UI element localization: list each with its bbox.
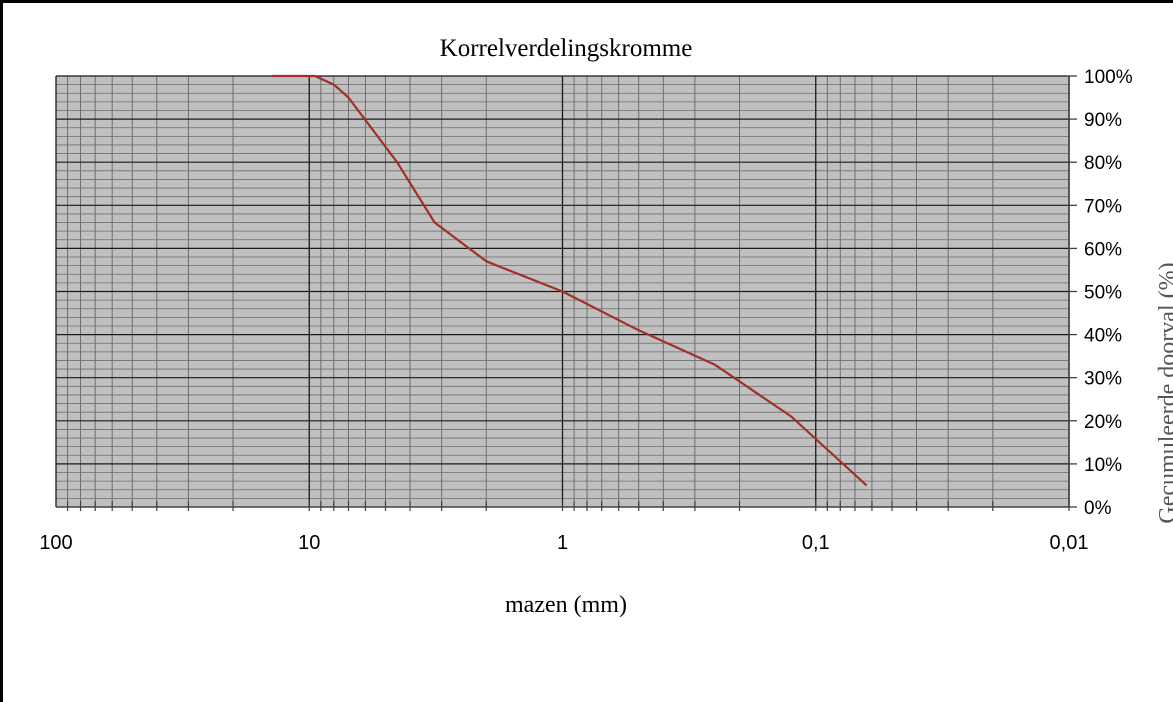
y-tick-label: 10% — [1084, 455, 1122, 476]
x-tick-label: 10 — [298, 532, 320, 554]
x-tick-label: 100 — [39, 532, 72, 554]
x-axis-label: mazen (mm) — [505, 592, 627, 618]
x-tick-label: 0,1 — [802, 532, 830, 554]
y-tick-label: 70% — [1084, 196, 1122, 217]
y-tick-label: 40% — [1084, 326, 1122, 347]
y-tick-label: 100% — [1084, 67, 1133, 88]
y-tick-label: 80% — [1084, 153, 1122, 174]
series-line — [272, 74, 868, 487]
y-axis-label: Gecumuleerde doorval (%) — [1155, 262, 1173, 523]
x-tick-label: 1 — [557, 532, 568, 554]
y-tick-label: 90% — [1084, 110, 1122, 131]
y-tick-label: 60% — [1084, 239, 1122, 260]
y-tick-label: 30% — [1084, 369, 1122, 390]
y-tick-label: 20% — [1084, 412, 1122, 433]
y-tick-label: 50% — [1084, 283, 1122, 304]
x-tick-label: 0,01 — [1050, 532, 1089, 554]
plot-area: 0% 10% 20% 30% 40% 50% 60% 70% 80% 90% 100% 100 10 1 0… — [39, 67, 1132, 554]
y-tick-label: 0% — [1084, 498, 1112, 519]
chart-title: Korrelverdelingskromme — [440, 35, 693, 62]
